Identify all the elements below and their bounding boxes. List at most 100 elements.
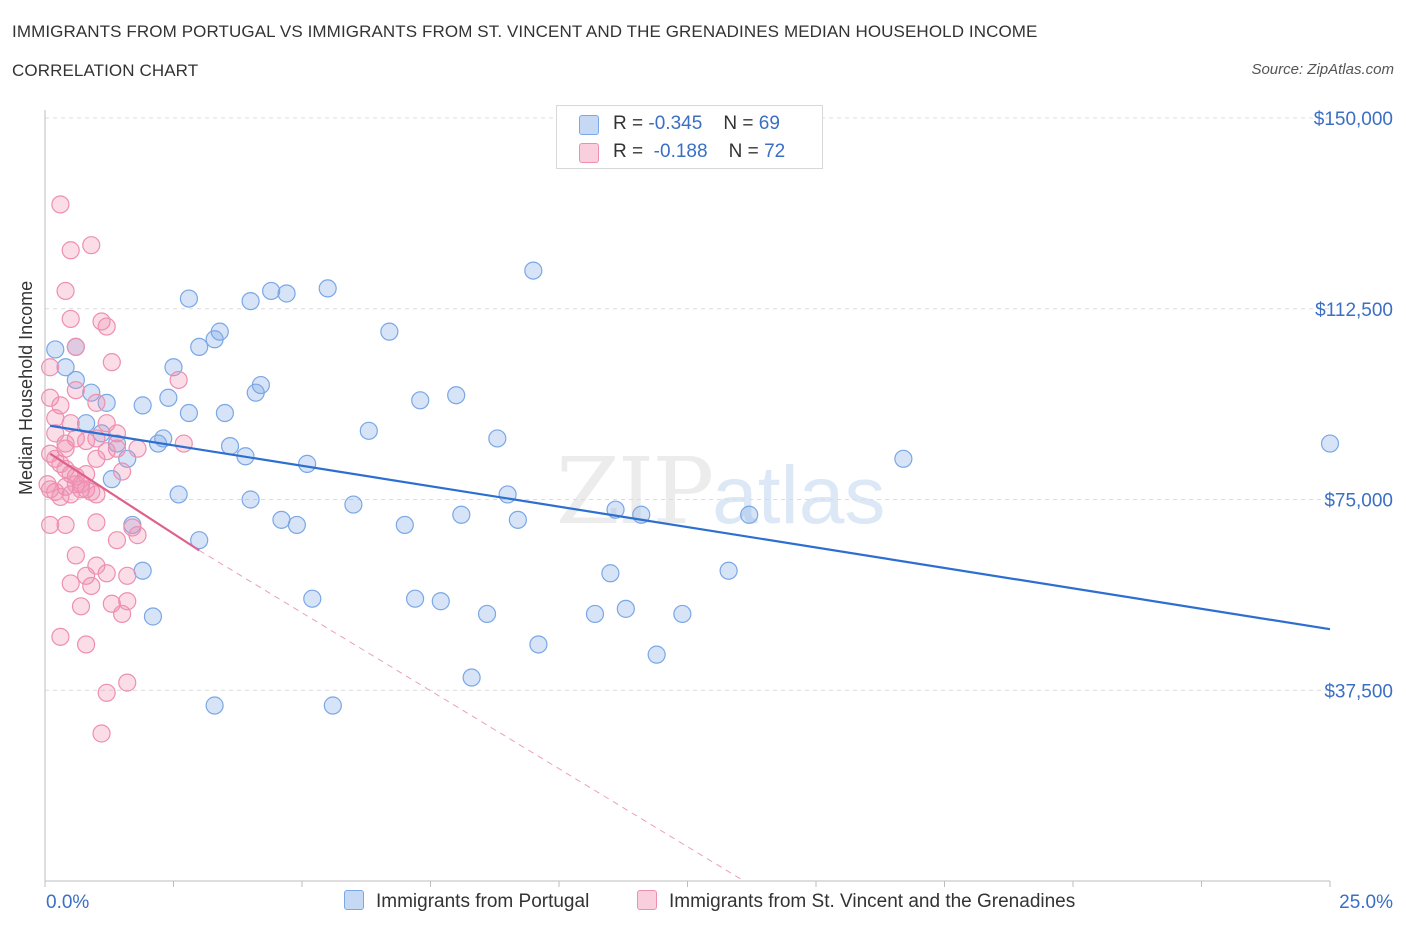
point-portugal [323,696,342,715]
stats-legend: R = -0.345 N = 69 R = -0.188 N = 72 [556,105,823,169]
point-portugal [82,383,101,402]
point-portugal [262,281,281,301]
r-label: R = [613,141,644,162]
point-portugal [205,696,224,715]
point-stvincent [87,449,106,468]
point-stvincent [97,317,116,336]
legend-item-stvincent: Immigrants from St. Vincent and the Gren… [637,890,1075,913]
point-stvincent [71,597,91,616]
point-portugal [529,635,548,654]
point-stvincent [56,439,75,458]
point-stvincent [107,439,127,458]
point-portugal [215,403,234,423]
point-stvincent [41,480,60,499]
point-portugal [431,592,450,611]
point-portugal [380,322,399,341]
r-value: -0.345 [648,113,703,134]
legend-swatch-portugal [344,890,364,910]
point-portugal [395,515,414,535]
point-stvincent [41,358,60,377]
point-portugal [220,436,240,456]
point-portugal [159,388,178,407]
point-stvincent [174,434,193,453]
point-stvincent [118,673,137,692]
point-stvincent [92,724,111,743]
point-stvincent [87,513,106,532]
point-portugal [241,490,260,509]
y-axis-label: Median Household Income [16,280,36,495]
point-portugal [133,396,152,415]
point-portugal [477,604,497,624]
point-portugal [719,561,738,580]
point-portugal [462,668,481,687]
point-portugal [452,505,471,524]
point-stvincent [118,566,137,585]
point-portugal [169,485,188,504]
point-portugal [601,564,620,583]
watermark-atlas: atlas [712,450,886,541]
point-stvincent [87,393,106,412]
n-label: N = [723,113,754,134]
point-portugal [102,470,121,489]
point-portugal [97,393,116,412]
point-portugal [673,604,692,624]
point-portugal [1320,434,1340,453]
point-portugal [287,515,306,535]
point-stvincent [128,439,147,458]
point-portugal [447,386,466,405]
point-stvincent [56,434,75,453]
point-stvincent [71,480,91,499]
point-portugal [585,604,605,624]
point-portugal [894,449,913,468]
n-value: 69 [758,113,780,134]
point-portugal [190,531,209,550]
legend-label-stvincent: Immigrants from St. Vincent and the Gren… [669,891,1076,912]
point-portugal [344,495,363,514]
stats-swatch-stvincent [579,143,599,163]
legend-label-portugal: Immigrants from Portugal [376,891,590,912]
point-stvincent [56,515,75,535]
point-stvincent [82,576,101,596]
point-stvincent [112,462,132,481]
point-portugal [251,375,270,395]
point-portugal [508,510,527,529]
point-stvincent [107,531,127,550]
point-portugal [616,599,635,618]
point-portugal [210,322,229,341]
chart-subtitle: CORRELATION CHART [12,61,199,80]
point-stvincent [61,574,80,593]
point-portugal [488,429,507,448]
point-stvincent [77,635,96,654]
point-stvincent [38,475,57,494]
point-portugal [524,261,543,280]
trendline-stvincent [49,452,200,552]
point-stvincent [66,381,85,400]
r-label: R = [613,113,644,134]
point-stvincent [51,627,70,646]
x-tick-label-min: 0.0% [46,892,89,913]
stats-swatch-portugal [579,115,599,135]
point-portugal [66,370,85,390]
point-portugal [647,645,666,664]
point-portugal [56,358,75,377]
point-portugal [277,284,296,303]
point-portugal [46,340,65,359]
x-tick-label-max: 25.0% [1339,892,1393,913]
point-stvincent [87,556,106,575]
point-stvincent [77,464,96,484]
point-stvincent [56,281,75,301]
y-tick-label: $75,000 [1324,491,1393,512]
source-label: Source: ZipAtlas.com [1251,61,1394,78]
point-portugal [107,434,127,453]
watermark: ZIPatlas [556,438,885,545]
legend-swatch-stvincent [637,890,657,910]
y-tick-label: $150,000 [1314,109,1393,130]
point-stvincent [61,309,80,329]
y-tick-label: $37,500 [1324,681,1393,702]
point-portugal [303,589,322,608]
y-tick-label: $112,500 [1315,300,1393,321]
point-portugal [190,337,209,356]
point-portugal [298,454,317,473]
point-stvincent [82,236,101,255]
point-portugal [143,607,163,626]
